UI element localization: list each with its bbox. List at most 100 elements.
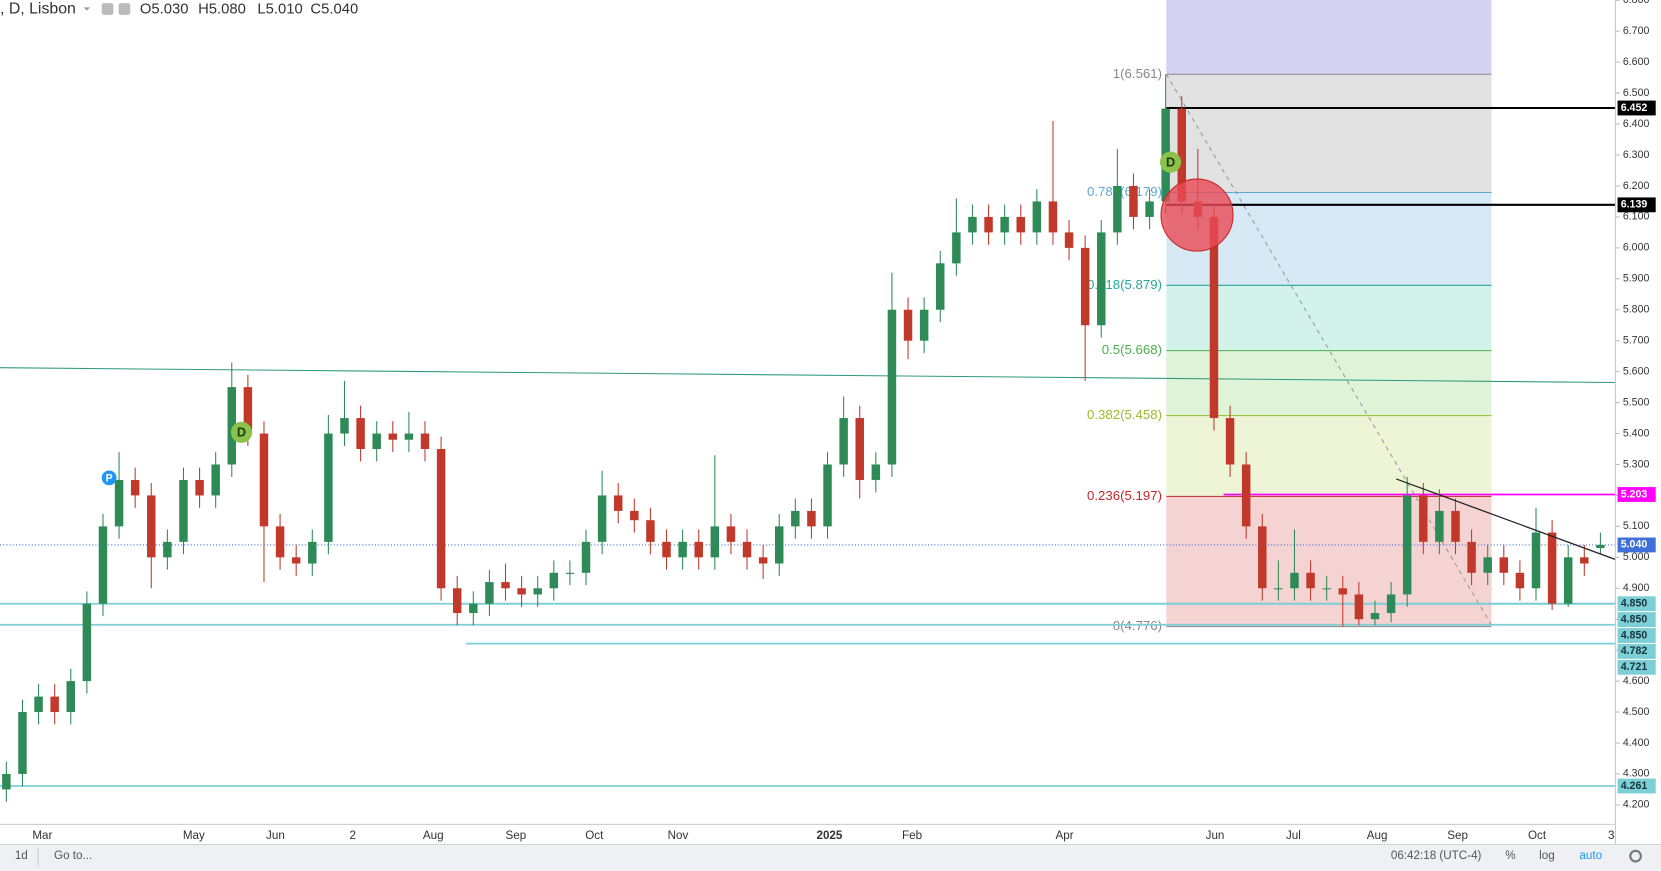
auto-button[interactable]: auto bbox=[1579, 849, 1602, 862]
goto-button[interactable]: Go to... bbox=[54, 849, 92, 862]
candle-body bbox=[774, 526, 784, 564]
candle-body bbox=[1547, 532, 1557, 604]
candle-body bbox=[291, 557, 301, 564]
y-tick-label: 4.900 bbox=[1623, 582, 1650, 594]
open: O5.030 bbox=[140, 1, 189, 17]
percent-button[interactable]: % bbox=[1505, 849, 1515, 862]
x-tick-label: Jun bbox=[266, 829, 285, 842]
candle-body bbox=[694, 541, 703, 558]
icon[interactable] bbox=[101, 3, 114, 15]
x-tick-label: Jun bbox=[1206, 829, 1225, 842]
y-tick-label: 5.700 bbox=[1623, 335, 1650, 347]
candle-body bbox=[404, 433, 414, 440]
candle-body bbox=[839, 418, 848, 465]
x-tick-label: Oct bbox=[585, 829, 604, 842]
y-tick-label: 6.400 bbox=[1623, 118, 1650, 130]
candle-body bbox=[597, 495, 607, 542]
fib-zone bbox=[1166, 350, 1492, 416]
candle-body bbox=[275, 526, 285, 558]
candle-body bbox=[243, 387, 253, 434]
candle-body bbox=[1209, 216, 1219, 419]
price-axis bbox=[1615, 0, 1661, 845]
candle-body bbox=[1241, 464, 1251, 527]
candle-body bbox=[1467, 541, 1476, 573]
x-tick-label: Mar bbox=[32, 829, 52, 842]
y-tick-label: 4.300 bbox=[1623, 768, 1650, 780]
price-label-bg bbox=[1617, 197, 1656, 213]
candle-body bbox=[130, 479, 140, 496]
candle-body bbox=[98, 526, 108, 604]
candle-body bbox=[1515, 572, 1525, 589]
candle-body bbox=[1580, 557, 1589, 564]
candle-body bbox=[791, 510, 800, 527]
price-label-bg bbox=[1617, 487, 1656, 502]
candle-body bbox=[1435, 510, 1444, 542]
candle-body bbox=[1258, 526, 1267, 589]
candle-body bbox=[1483, 557, 1492, 573]
price-label-bg bbox=[1617, 628, 1656, 643]
x-tick-label: Apr bbox=[1056, 829, 1074, 842]
candle-body bbox=[533, 588, 542, 595]
candle-body bbox=[1225, 418, 1235, 465]
candle-body bbox=[1402, 495, 1412, 595]
candle-body bbox=[452, 588, 462, 614]
candle-body bbox=[630, 510, 639, 521]
candle-body bbox=[968, 216, 977, 233]
price-label-bg bbox=[1617, 659, 1656, 675]
y-tick-label: 5.400 bbox=[1623, 427, 1650, 439]
candle-body bbox=[1596, 544, 1605, 549]
log-button[interactable]: log bbox=[1539, 849, 1555, 862]
price-label: 4.721 bbox=[1621, 661, 1648, 673]
price-label: 4.850 bbox=[1621, 613, 1648, 625]
candles bbox=[2, 74, 1605, 802]
y-tick-label: 4.500 bbox=[1623, 706, 1650, 718]
settings-icon[interactable] bbox=[1629, 849, 1642, 863]
candle-body bbox=[372, 433, 381, 450]
candle-body bbox=[646, 520, 655, 542]
candle-body bbox=[1080, 247, 1090, 326]
candle-body bbox=[356, 418, 365, 450]
x-tick-label: Jul bbox=[1286, 829, 1301, 842]
candle-body bbox=[1064, 232, 1074, 248]
fib-label: 0.618(5.879) bbox=[1087, 277, 1162, 292]
candle-body bbox=[1370, 613, 1380, 620]
low: L5.010 bbox=[257, 1, 302, 17]
candle-body bbox=[1016, 216, 1025, 233]
price-label-bg bbox=[1617, 537, 1656, 553]
fib-label: 0.382(5.458) bbox=[1087, 407, 1162, 422]
interval-button[interactable]: 1d bbox=[15, 849, 28, 862]
candle-body bbox=[420, 433, 430, 450]
x-tick-label: Sep bbox=[506, 829, 527, 842]
candle-body bbox=[1386, 594, 1396, 614]
y-tick-label: 5.600 bbox=[1623, 365, 1650, 377]
y-tick-label: 4.600 bbox=[1623, 675, 1650, 687]
x-tick-label: 2 bbox=[350, 829, 356, 842]
price-label: 5.040 bbox=[1621, 539, 1648, 551]
fib-label: 1(6.561) bbox=[1113, 66, 1162, 81]
candle-body bbox=[1274, 588, 1283, 590]
fib-zones: 1(6.561) 0.786(6.179) 0.618(5.879) 0.5(5.66… bbox=[1087, 0, 1492, 633]
y-tick-label: 5.300 bbox=[1623, 458, 1650, 470]
drawings bbox=[0, 73, 1616, 787]
axis: 4.2004.3004.4004.5004.6004.7004.8004.900… bbox=[32, 0, 1656, 842]
candle-body bbox=[887, 309, 897, 465]
candle-body bbox=[1290, 572, 1299, 589]
price-label-bg bbox=[1617, 778, 1656, 794]
candle-body bbox=[66, 681, 75, 713]
icon[interactable] bbox=[118, 3, 131, 15]
candle-body bbox=[1354, 594, 1364, 620]
fib-label: 0.786(6.179) bbox=[1087, 184, 1162, 199]
candle-body bbox=[18, 712, 27, 774]
candle-body bbox=[662, 541, 671, 558]
candle-body bbox=[678, 541, 687, 558]
candle-body bbox=[549, 572, 559, 589]
candle-body bbox=[517, 588, 526, 595]
dropdown-icon[interactable] bbox=[83, 7, 91, 11]
candle-body bbox=[469, 603, 478, 614]
candle-body bbox=[501, 582, 510, 589]
price-label: 4.850 bbox=[1621, 598, 1648, 610]
candle-body bbox=[903, 309, 913, 341]
marker-label: D bbox=[237, 425, 246, 440]
candle-body bbox=[340, 418, 349, 434]
